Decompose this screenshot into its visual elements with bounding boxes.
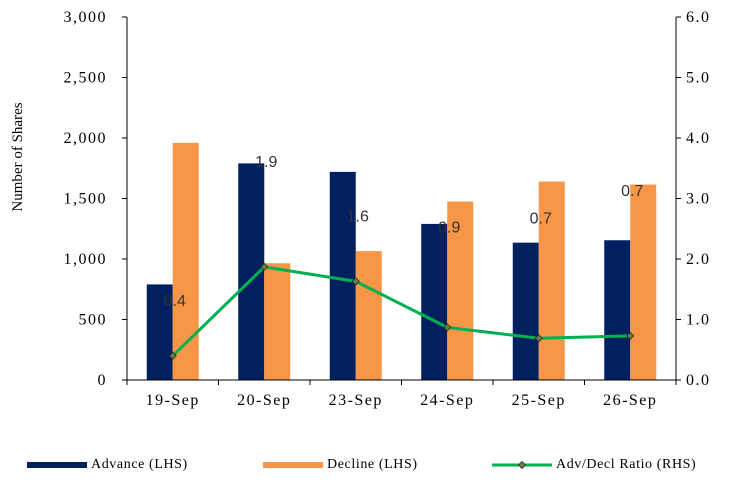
- advance-bar-3: [421, 223, 448, 380]
- left-tick-label-5: 2,500: [64, 70, 108, 87]
- advance-bar-0: [146, 284, 173, 380]
- decline-bar-0: [172, 142, 199, 380]
- axes-group: 0 500 1,000 1,500 2,000 2,500 3,000 0.0 1.0 2.0 3.…: [64, 9, 711, 409]
- x-tick-label-4: 25-Sep: [512, 392, 566, 409]
- left-tick-label-4: 2,000: [64, 130, 108, 147]
- legend-swatch-1: [263, 462, 323, 468]
- legend-label-2: Adv/Decl Ratio (RHS): [556, 457, 696, 472]
- decline-bar-1: [264, 263, 291, 380]
- legend-marker-2: [517, 460, 527, 470]
- ratio-marker-2: [351, 277, 360, 286]
- left-tick-label-6: 3,000: [64, 9, 108, 26]
- legend-swatch-0: [27, 462, 87, 468]
- right-tick-label-3: 3.0: [686, 191, 711, 208]
- ratio-marker-5: [626, 331, 635, 340]
- decline-bar-4: [538, 181, 565, 380]
- left-tick-label-1: 500: [79, 312, 108, 329]
- left-tick-label-0: 0: [98, 372, 108, 389]
- ratio-data-label-0: 0.4: [164, 293, 186, 310]
- y-axis-title: Number of Shares: [10, 102, 26, 211]
- left-tick-label-2: 1,000: [64, 251, 108, 268]
- advance-bar-2: [329, 171, 356, 380]
- legend-label-1: Decline (LHS): [327, 457, 418, 472]
- bars-group: [146, 142, 657, 380]
- advance-bar-5: [604, 240, 631, 380]
- ratio-data-label-5: 0.7: [621, 183, 643, 200]
- data-labels-group: 0.4 1.9 1.6 0.9 0.7 0.7: [164, 154, 644, 310]
- decline-bar-2: [355, 251, 382, 380]
- x-tick-label-0: 19-Sep: [146, 392, 200, 409]
- ratio-marker-1: [260, 262, 269, 271]
- decline-bar-3: [447, 201, 474, 380]
- ratio-line: [171, 265, 631, 357]
- ratio-line-group: [168, 262, 635, 360]
- x-tick-label-3: 24-Sep: [420, 392, 474, 409]
- ratio-data-label-1: 1.9: [255, 154, 277, 171]
- right-tick-label-6: 6.0: [686, 9, 711, 26]
- left-tick-label-3: 1,500: [64, 191, 108, 208]
- ratio-marker-4: [534, 334, 543, 343]
- ratio-data-label-4: 0.7: [530, 210, 552, 227]
- right-tick-label-0: 0.0: [686, 372, 711, 389]
- ratio-marker-0: [168, 351, 177, 360]
- right-tick-label-2: 2.0: [686, 251, 711, 268]
- x-tick-label-5: 26-Sep: [603, 392, 657, 409]
- ratio-marker-3: [443, 323, 452, 332]
- ratio-data-label-3: 0.9: [438, 219, 460, 236]
- advance-bar-4: [512, 242, 539, 380]
- decline-bar-5: [630, 184, 657, 380]
- right-tick-label-4: 4.0: [686, 130, 711, 147]
- x-tick-label-1: 20-Sep: [237, 392, 291, 409]
- ratio-data-label-2: 1.6: [347, 208, 369, 225]
- legend: Advance (LHS) Decline (LHS) Adv/Decl Ratio…: [27, 457, 696, 472]
- right-tick-label-1: 1.0: [686, 312, 711, 329]
- right-tick-label-5: 5.0: [686, 70, 711, 87]
- legend-label-0: Advance (LHS): [91, 457, 188, 472]
- x-tick-label-2: 23-Sep: [329, 392, 383, 409]
